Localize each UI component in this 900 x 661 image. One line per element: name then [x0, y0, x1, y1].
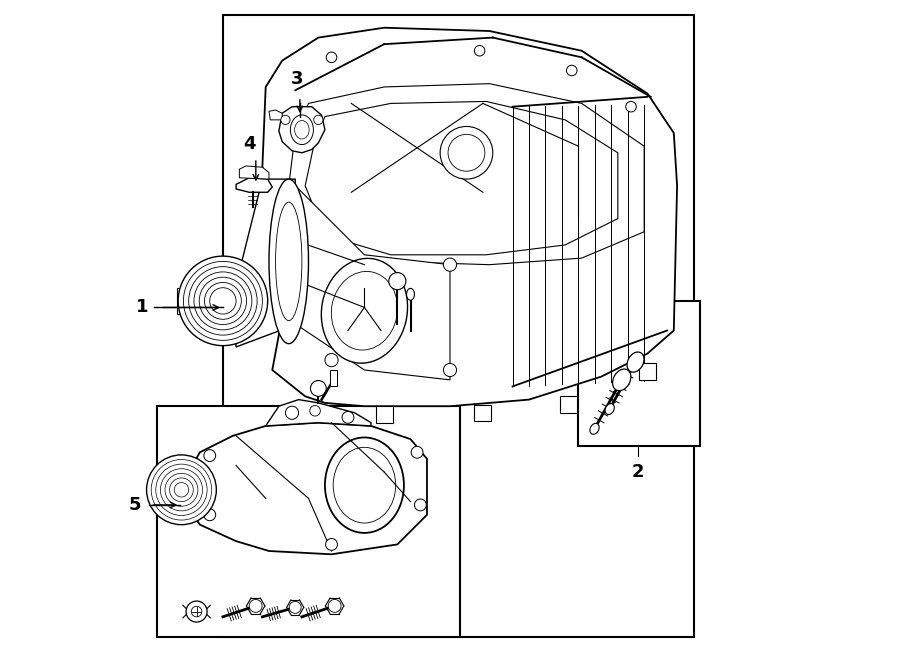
- Polygon shape: [239, 166, 269, 179]
- Ellipse shape: [291, 115, 313, 145]
- Circle shape: [156, 464, 207, 516]
- Ellipse shape: [325, 438, 404, 533]
- Ellipse shape: [333, 447, 396, 523]
- Ellipse shape: [321, 258, 408, 363]
- Circle shape: [444, 258, 456, 271]
- Circle shape: [175, 483, 189, 497]
- Circle shape: [178, 256, 267, 346]
- Text: 4: 4: [244, 135, 256, 153]
- Circle shape: [444, 364, 456, 377]
- Circle shape: [203, 449, 216, 461]
- Bar: [158, 407, 460, 637]
- Ellipse shape: [294, 120, 309, 139]
- Circle shape: [626, 101, 636, 112]
- Ellipse shape: [613, 369, 631, 391]
- Bar: [579, 301, 700, 446]
- Ellipse shape: [331, 272, 398, 350]
- Bar: [329, 370, 338, 387]
- Circle shape: [203, 509, 216, 521]
- Ellipse shape: [275, 202, 302, 321]
- Polygon shape: [279, 106, 325, 153]
- Circle shape: [326, 539, 338, 551]
- Ellipse shape: [407, 288, 415, 300]
- Polygon shape: [269, 110, 283, 120]
- Polygon shape: [263, 28, 677, 407]
- Circle shape: [342, 411, 354, 423]
- Circle shape: [279, 225, 292, 239]
- Circle shape: [184, 261, 263, 340]
- Circle shape: [411, 446, 423, 458]
- Circle shape: [151, 459, 212, 520]
- Polygon shape: [266, 400, 371, 426]
- Circle shape: [389, 272, 406, 290]
- Circle shape: [328, 600, 341, 612]
- Circle shape: [281, 115, 290, 124]
- Polygon shape: [285, 186, 450, 380]
- Polygon shape: [474, 405, 491, 421]
- Polygon shape: [236, 178, 273, 192]
- Circle shape: [249, 600, 262, 612]
- Polygon shape: [186, 422, 427, 555]
- Circle shape: [448, 134, 485, 171]
- Circle shape: [192, 606, 202, 617]
- Circle shape: [204, 282, 241, 319]
- Circle shape: [189, 266, 257, 335]
- Ellipse shape: [605, 404, 615, 414]
- Bar: [162, 480, 189, 500]
- Polygon shape: [289, 84, 644, 264]
- Circle shape: [194, 272, 252, 330]
- Circle shape: [160, 469, 202, 511]
- Polygon shape: [560, 397, 577, 412]
- Polygon shape: [375, 407, 392, 422]
- Circle shape: [325, 354, 338, 367]
- Ellipse shape: [269, 179, 309, 344]
- Ellipse shape: [590, 423, 599, 434]
- Text: 1: 1: [136, 299, 149, 317]
- Circle shape: [440, 126, 493, 179]
- Circle shape: [310, 381, 327, 397]
- Circle shape: [169, 478, 194, 502]
- Circle shape: [314, 115, 323, 124]
- Circle shape: [415, 499, 427, 511]
- Circle shape: [310, 406, 320, 416]
- Polygon shape: [639, 364, 656, 380]
- Bar: [223, 15, 694, 637]
- Circle shape: [289, 602, 302, 613]
- Circle shape: [199, 277, 247, 325]
- Ellipse shape: [627, 352, 644, 372]
- Text: 2: 2: [631, 463, 644, 481]
- Circle shape: [566, 65, 577, 76]
- Circle shape: [210, 288, 236, 314]
- Polygon shape: [233, 179, 295, 347]
- Circle shape: [285, 407, 299, 419]
- Circle shape: [165, 473, 198, 506]
- Circle shape: [147, 455, 216, 525]
- Circle shape: [327, 52, 337, 63]
- Text: 5: 5: [129, 496, 141, 514]
- Polygon shape: [305, 101, 617, 254]
- Circle shape: [186, 601, 207, 622]
- Circle shape: [474, 46, 485, 56]
- Bar: [176, 288, 223, 314]
- Text: 3: 3: [291, 70, 303, 89]
